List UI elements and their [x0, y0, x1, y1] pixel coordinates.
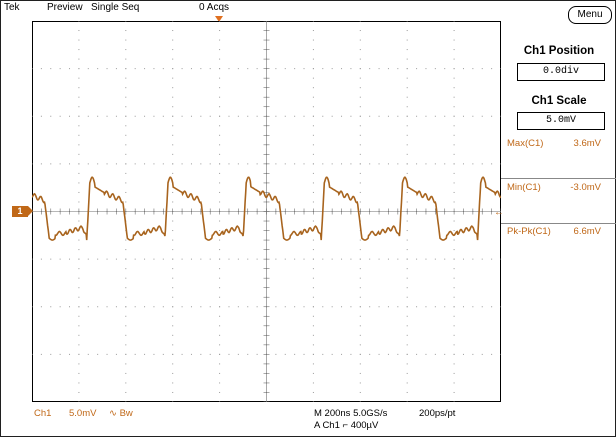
ch1-position-title: Ch1 Position	[523, 45, 595, 57]
menu-button[interactable]: Menu	[568, 6, 612, 24]
measurement-label: Max(C1)	[507, 138, 544, 149]
brand-label: Tek	[4, 2, 20, 13]
bandwidth-limit-readout: ∿ Bw	[109, 408, 133, 419]
acquisition-count-label: 0 Acqs	[199, 2, 230, 13]
trigger-level-marker[interactable]: ←	[494, 207, 504, 218]
readout-bar: Ch1 5.0mV ∿ Bw M 200ns 5.0GS/s 200ps/pt …	[1, 405, 501, 437]
measurement-value: -3.0mV	[570, 182, 601, 193]
trigger-readout[interactable]: A Ch1 ⌐ 400µV	[314, 420, 379, 431]
measurement-label: Pk-Pk(C1)	[507, 226, 551, 237]
acquisition-mode-label: Single Seq	[91, 2, 140, 13]
measurement-value: 3.6mV	[573, 138, 601, 149]
ch1-scale-title: Ch1 Scale	[531, 95, 587, 107]
ch1-waveform-trace	[32, 176, 501, 241]
trigger-position-marker[interactable]	[215, 16, 223, 22]
volts-per-div-readout[interactable]: 5.0mV	[69, 408, 97, 419]
graticule-dots	[32, 21, 501, 402]
channel-1-ground-marker[interactable]: 1	[12, 206, 33, 217]
channel-readout[interactable]: Ch1	[34, 408, 52, 419]
measurement-value: 6.6mV	[573, 226, 601, 237]
measurement-label: Min(C1)	[507, 182, 541, 193]
divider	[501, 178, 616, 179]
side-menu: Menu Ch1 Position 0.0div Ch1 Scale 5.0mV…	[501, 1, 616, 438]
ch1-position-value[interactable]: 0.0div	[517, 63, 605, 81]
resolution-readout: 200ps/pt	[419, 408, 456, 419]
center-axes	[32, 21, 501, 402]
ch1-scale-value[interactable]: 5.0mV	[517, 112, 605, 130]
divider	[501, 223, 616, 224]
status-bar: Tek Preview Single Seq 0 Acqs	[1, 1, 501, 15]
preview-label: Preview	[47, 2, 83, 13]
timebase-readout[interactable]: M 200ns 5.0GS/s	[314, 408, 388, 419]
graticule	[32, 21, 501, 402]
